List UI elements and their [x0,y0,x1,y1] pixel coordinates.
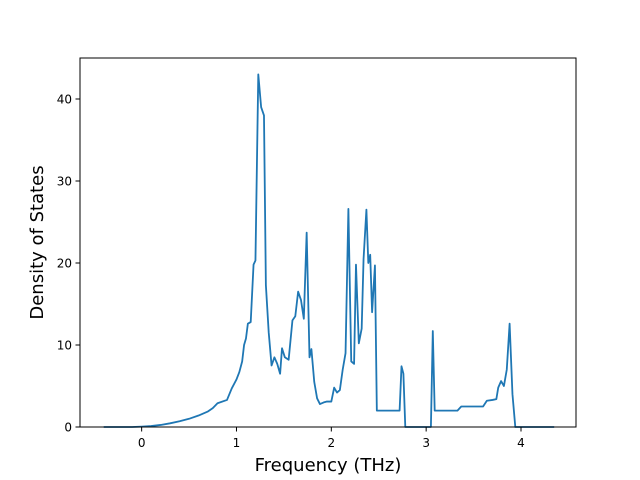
x-axis-label: Frequency (THz) [255,455,402,476]
y-tick-label: 0 [64,421,72,435]
y-axis-label: Density of States [27,165,48,319]
x-tick-label: 1 [233,436,241,450]
y-axis-ticks: 0 10 20 30 40 [57,93,80,435]
plot-line-layer [103,73,555,428]
y-tick-label: 30 [57,175,72,189]
plot-frame [79,57,577,428]
y-tick-label: 40 [57,93,72,107]
x-tick-label: 3 [422,436,430,450]
x-tick-label: 0 [138,436,146,450]
y-tick-label: 20 [57,257,72,271]
y-tick-label: 10 [57,339,72,353]
x-tick-label: 4 [517,436,525,450]
x-axis-ticks: 0 1 2 3 4 [138,427,525,450]
x-tick-label: 2 [327,436,335,450]
dos-series-line-0 [103,73,555,428]
